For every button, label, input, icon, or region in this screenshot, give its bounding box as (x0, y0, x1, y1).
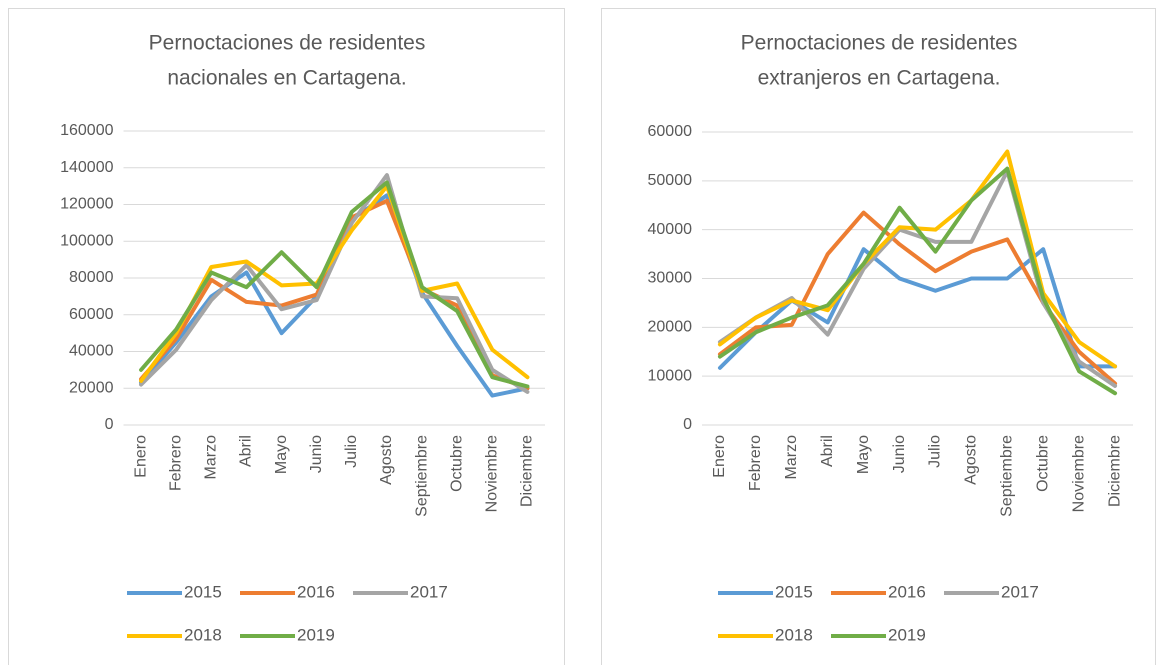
x-tick-label: Noviembre (484, 435, 501, 512)
y-tick-label: 40000 (648, 221, 693, 238)
y-tick-label: 0 (683, 416, 692, 433)
y-tick-label: 80000 (69, 269, 114, 286)
y-tick-label: 40000 (69, 343, 114, 360)
x-tick-label: Febrero (167, 435, 184, 491)
x-tick-label: Julio (927, 435, 944, 468)
y-tick-label: 20000 (648, 319, 693, 336)
chart-title: Pernoctaciones de residentes (149, 32, 426, 55)
y-tick-label: 20000 (69, 379, 114, 396)
data-line (717, 166, 1118, 396)
x-tick-label: Agosto (378, 435, 395, 485)
legend-label: 2018 (184, 625, 222, 644)
x-tick-label: Octubre (448, 435, 465, 492)
legend-label: 2016 (888, 582, 926, 601)
x-tick-label: Mayo (273, 435, 290, 474)
legend-label: 2015 (775, 582, 813, 601)
chart-frame (8, 8, 565, 665)
x-tick-label: Abril (238, 435, 255, 467)
x-tick-label: Julio (343, 435, 360, 468)
x-tick-label: Febrero (747, 435, 764, 491)
data-line (717, 247, 1118, 370)
x-tick-label: Agosto (963, 435, 980, 485)
x-tick-label: Abril (819, 435, 836, 467)
x-tick-label: Noviembre (1070, 435, 1087, 512)
legend-label: 2017 (1001, 582, 1039, 601)
y-tick-label: 30000 (648, 270, 693, 287)
x-tick-label: Junio (891, 435, 908, 473)
x-tick-label: Enero (711, 435, 728, 478)
chart-title: nacionales en Cartagena. (167, 67, 406, 90)
y-tick-label: 50000 (648, 172, 693, 189)
legend-label: 2015 (184, 582, 222, 601)
legend-label: 2017 (410, 582, 448, 601)
data-line (139, 184, 530, 383)
data-line (139, 173, 530, 394)
data-line (717, 210, 1118, 386)
legend-label: 2019 (888, 625, 926, 644)
x-tick-label: Diciembre (1106, 435, 1123, 507)
x-tick-label: Marzo (203, 435, 220, 480)
x-tick-label: Septiembre (999, 435, 1016, 517)
y-tick-label: 160000 (60, 122, 113, 139)
chart-frame (601, 8, 1156, 665)
x-tick-label: Diciembre (519, 435, 536, 507)
y-tick-label: 0 (105, 416, 114, 433)
legend-label: 2019 (297, 625, 335, 644)
y-tick-label: 60000 (648, 123, 693, 140)
legend-label: 2018 (775, 625, 813, 644)
x-tick-label: Mayo (855, 435, 872, 474)
chart-title: Pernoctaciones de residentes (741, 32, 1018, 55)
x-tick-label: Octubre (1034, 435, 1051, 492)
legend-label: 2016 (297, 582, 335, 601)
x-tick-label: Septiembre (413, 435, 430, 517)
data-line (139, 180, 530, 389)
x-tick-label: Enero (132, 435, 149, 478)
y-tick-label: 140000 (60, 159, 113, 176)
x-tick-label: Marzo (783, 435, 800, 480)
x-tick-label: Junio (308, 435, 325, 473)
y-tick-label: 120000 (60, 196, 113, 213)
chart-title: extranjeros en Cartagena. (758, 67, 1001, 90)
y-tick-label: 10000 (648, 367, 693, 384)
y-tick-label: 60000 (69, 306, 114, 323)
y-tick-label: 100000 (60, 232, 113, 249)
